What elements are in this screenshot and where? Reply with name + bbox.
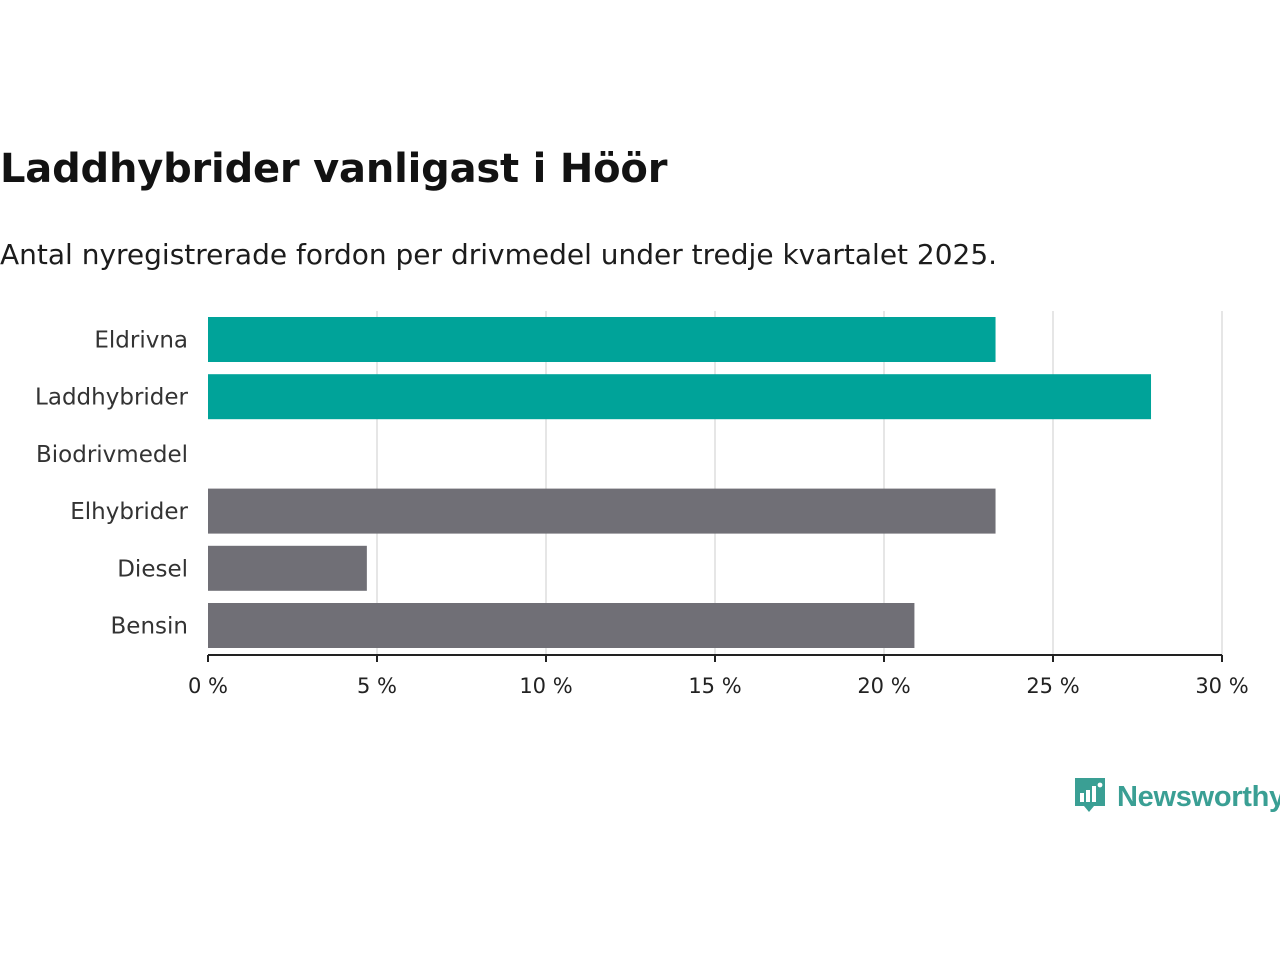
category-labels: Eldrivna Laddhybrider Biodrivmedel Elhybrid… xyxy=(35,328,188,640)
x-tick-label: 15 % xyxy=(688,674,741,698)
x-tick-label: 30 % xyxy=(1195,674,1248,698)
chart-title: Laddhybrider vanligast i Höör xyxy=(0,146,668,192)
bar-diesel xyxy=(208,545,367,591)
newsworthy-logo: Newsworthy xyxy=(1073,776,1280,818)
bars xyxy=(208,317,1152,648)
x-tick-label: 10 % xyxy=(519,674,572,698)
bar-laddhybrider xyxy=(208,374,1152,420)
category-label: Diesel xyxy=(117,556,188,582)
gridlines xyxy=(376,311,1223,655)
category-label: Laddhybrider xyxy=(35,385,188,411)
x-tick-label: 20 % xyxy=(857,674,910,698)
bar-elhybrider xyxy=(208,488,996,534)
x-tick-label: 5 % xyxy=(357,674,397,698)
bar-chart: 0 % 5 % 10 % 15 % 20 % 25 % 30 % Eldrivna Laddh… xyxy=(35,311,1249,698)
x-axis: 0 % 5 % 10 % 15 % 20 % 25 % 30 % xyxy=(188,654,1249,698)
category-label: Biodrivmedel xyxy=(36,442,188,468)
category-label: Elhybrider xyxy=(70,499,188,525)
category-label: Bensin xyxy=(111,614,188,640)
bar-eldrivna xyxy=(208,317,996,362)
x-tick-label: 0 % xyxy=(188,674,228,698)
x-tick-label: 25 % xyxy=(1026,674,1079,698)
category-label: Eldrivna xyxy=(94,328,188,354)
chart-subtitle: Antal nyregistrerade fordon per drivmede… xyxy=(0,238,998,271)
bar-chart-speech-bubble-icon xyxy=(1075,778,1105,812)
bar-bensin xyxy=(208,603,915,648)
logo-text: Newsworthy xyxy=(1117,780,1280,813)
